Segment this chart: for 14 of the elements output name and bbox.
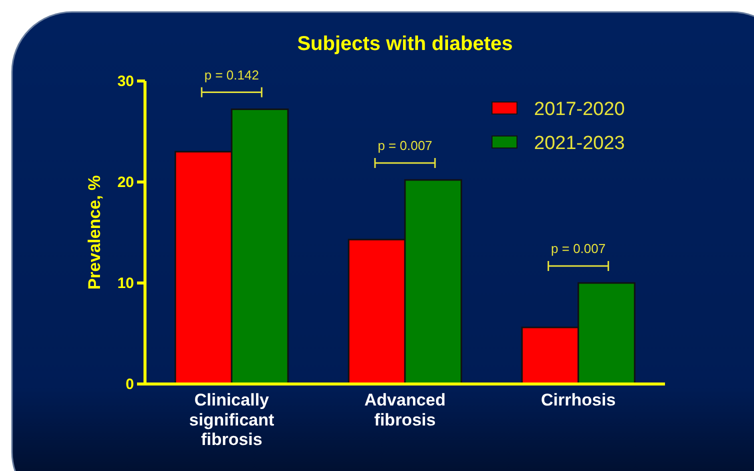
chart-title: Subjects with diabetes — [297, 33, 513, 55]
x-tick-label: Advanced fibrosis — [364, 390, 446, 430]
x-tick-label: Cirrhosis — [541, 390, 616, 410]
y-tick-label: 20 — [117, 174, 134, 191]
legend-label: 2017-2020 — [534, 99, 625, 120]
y-tick-label: 0 — [126, 376, 134, 393]
annotation: p = 0.142 — [204, 67, 259, 82]
y-tick-label: 10 — [117, 274, 134, 292]
annotation: p = 0.007 — [378, 138, 432, 153]
x-tick-label: Clinically significant fibrosis — [189, 390, 275, 449]
annotation: p = 0.007 — [551, 241, 606, 256]
legend-label: 2021-2023 — [534, 133, 625, 154]
y-tick-label: 30 — [117, 72, 134, 90]
y-axis-title: Prevalence, % — [85, 175, 104, 290]
